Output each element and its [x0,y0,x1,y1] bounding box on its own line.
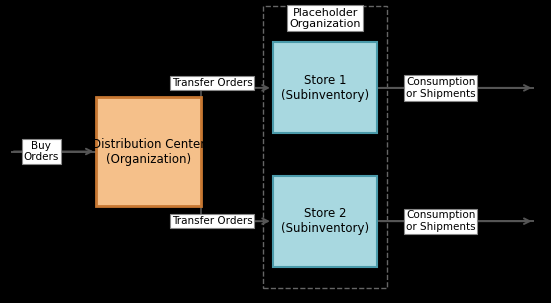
Text: Store 2
(Subinventory): Store 2 (Subinventory) [281,207,369,235]
Text: Distribution Center
(Organization): Distribution Center (Organization) [92,138,206,165]
Text: Transfer Orders: Transfer Orders [172,78,252,88]
Text: Placeholder
Organization: Placeholder Organization [290,8,361,29]
FancyBboxPatch shape [273,176,377,267]
Text: Store 1
(Subinventory): Store 1 (Subinventory) [281,74,369,102]
Text: Buy
Orders: Buy Orders [24,141,59,162]
Text: Transfer Orders: Transfer Orders [172,216,252,226]
FancyBboxPatch shape [96,97,201,206]
FancyBboxPatch shape [273,42,377,133]
Text: Consumption
or Shipments: Consumption or Shipments [406,77,476,99]
Text: Consumption
or Shipments: Consumption or Shipments [406,210,476,232]
